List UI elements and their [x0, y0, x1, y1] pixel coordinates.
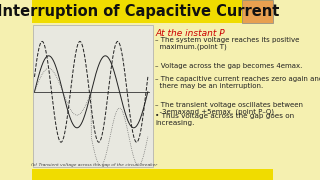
Text: – The system voltage reaches its positive
  maximum.(point T): – The system voltage reaches its positiv… — [155, 37, 300, 50]
FancyBboxPatch shape — [33, 25, 153, 167]
Text: – Voltage across the gap becomes 4emax.: – Voltage across the gap becomes 4emax. — [155, 63, 302, 69]
FancyBboxPatch shape — [242, 0, 273, 23]
Text: At the instant P: At the instant P — [155, 29, 225, 38]
Text: • Thus voltage across the gap goes on
increasing.: • Thus voltage across the gap goes on in… — [155, 113, 294, 126]
FancyBboxPatch shape — [32, 169, 273, 180]
Text: Interruption of Capacitive Current: Interruption of Capacitive Current — [0, 4, 279, 19]
Text: – The capacitive current reaches zero again and
  there may be an interruption.: – The capacitive current reaches zero ag… — [155, 76, 320, 89]
Text: (b) Transient voltage across the gap of the circuit breaker: (b) Transient voltage across the gap of … — [30, 163, 156, 167]
FancyBboxPatch shape — [32, 0, 273, 23]
Text: – The transient voltage oscillates between
  -3emaxand +5emax. (point P–Q): – The transient voltage oscillates betwe… — [155, 102, 303, 115]
